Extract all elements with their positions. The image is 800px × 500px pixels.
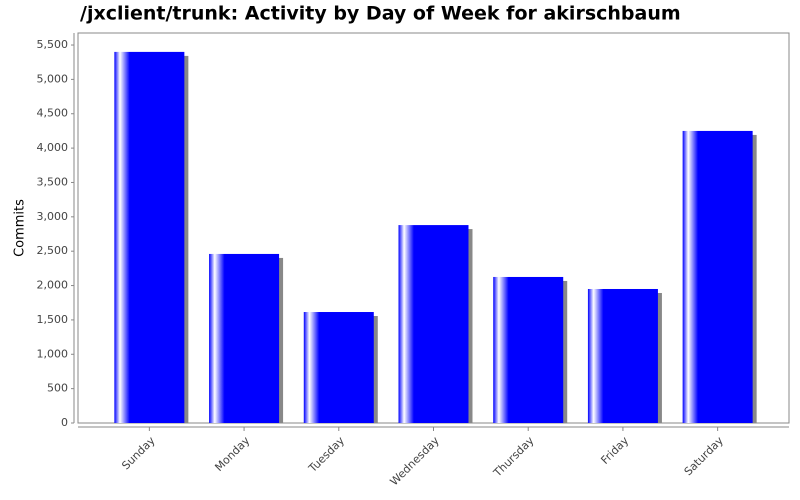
x-tick-label: Wednesday	[388, 434, 443, 489]
bar	[398, 225, 469, 423]
y-tick-label: 1,000	[37, 347, 69, 360]
y-axis-label: Commits	[13, 199, 28, 257]
y-tick-label: 5,000	[37, 72, 69, 85]
x-tick-label: Tuesday	[305, 434, 347, 476]
bar	[114, 51, 185, 423]
bar	[209, 253, 280, 423]
x-tick-label: Monday	[212, 434, 252, 474]
y-tick-label: 5,500	[37, 38, 69, 51]
bar	[682, 130, 753, 424]
y-tick-label: 3,000	[37, 210, 69, 223]
y-tick-label: 500	[47, 382, 68, 395]
bar	[587, 288, 658, 423]
bar	[303, 312, 374, 423]
x-tick-label: Friday	[598, 434, 631, 467]
x-tick-label: Thursday	[490, 434, 536, 480]
y-tick-label: 2,500	[37, 244, 69, 257]
y-tick-label: 1,500	[37, 313, 69, 326]
bar	[493, 276, 564, 423]
y-tick-label: 0	[61, 416, 68, 429]
y-tick-label: 2,000	[37, 279, 69, 292]
x-tick-label: Sunday	[119, 434, 158, 473]
chart-title: /jxclient/trunk: Activity by Day of Week…	[80, 3, 681, 25]
x-tick-label: Saturday	[682, 434, 727, 479]
y-tick-label: 3,500	[37, 175, 69, 188]
y-tick-label: 4,500	[37, 107, 69, 120]
y-tick-label: 4,000	[37, 141, 69, 154]
